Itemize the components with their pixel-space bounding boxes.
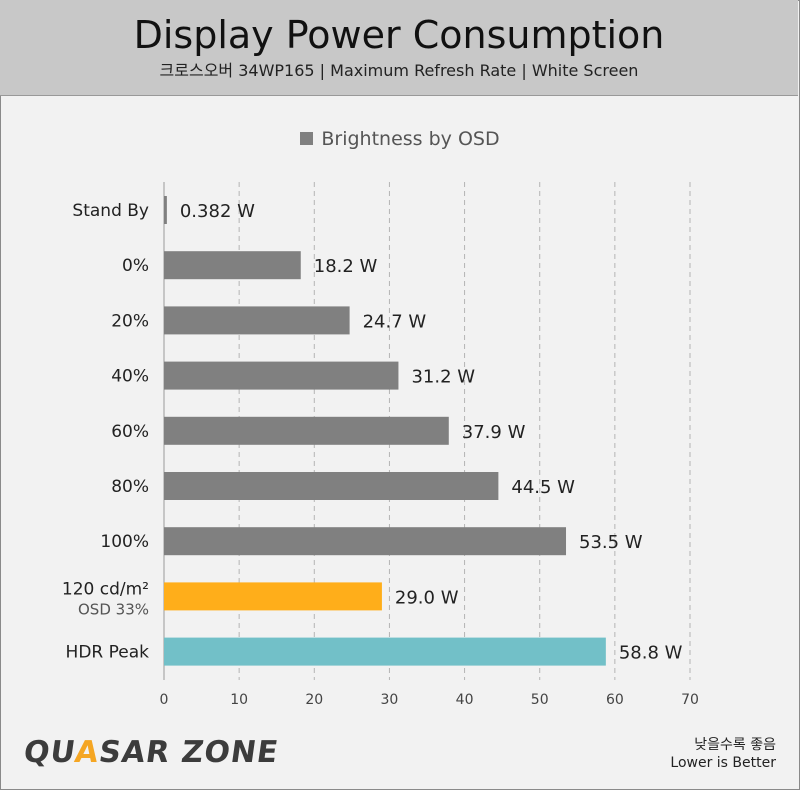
category-label: 80% — [111, 477, 149, 497]
chart-subtitle: 크로스오버 34WP165 | Maximum Refresh Rate | W… — [159, 61, 639, 80]
bar — [164, 472, 499, 500]
x-tick-label: 10 — [230, 692, 248, 708]
category-label: 120 cd/m² — [62, 579, 149, 599]
category-label: 20% — [111, 311, 149, 331]
data-label: 24.7 W — [363, 311, 427, 332]
data-label: 37.9 W — [462, 422, 526, 443]
category-label: 60% — [111, 422, 149, 442]
data-label: 31.2 W — [411, 367, 475, 388]
bar — [164, 416, 449, 445]
quasar-zone-logo: QUASAR ZONE — [21, 735, 281, 770]
bar — [164, 196, 167, 224]
bar — [164, 306, 350, 335]
bar — [164, 527, 567, 556]
footnote-korean: 낮을수록 좋음 — [694, 737, 776, 753]
x-tick-label: 20 — [305, 692, 323, 708]
chart-title: Display Power Consumption — [133, 13, 665, 57]
x-tick-label: 50 — [531, 692, 549, 708]
chart-header: Display Power Consumption 크로스오버 34WP165 … — [0, 0, 798, 96]
category-label: Stand By — [72, 201, 149, 221]
legend-label: Brightness by OSD — [321, 128, 500, 150]
category-label: 100% — [100, 532, 149, 552]
legend-swatch — [300, 132, 314, 145]
x-tick-label: 60 — [606, 692, 624, 708]
bar — [164, 637, 606, 666]
x-tick-label: 70 — [681, 692, 699, 708]
data-label: 58.8 W — [619, 643, 683, 664]
x-tick-label: 40 — [456, 692, 474, 708]
bar — [164, 251, 301, 280]
x-tick-label: 30 — [381, 692, 399, 708]
data-label: 18.2 W — [314, 256, 378, 277]
category-label: 0% — [122, 256, 149, 276]
category-sublabel: OSD 33% — [78, 600, 149, 618]
footnote-english: Lower is Better — [670, 755, 776, 771]
category-label: HDR Peak — [66, 643, 150, 663]
data-label: 29.0 W — [395, 587, 459, 608]
x-tick-label: 0 — [160, 692, 169, 708]
data-label: 44.5 W — [511, 477, 575, 498]
bar — [164, 582, 382, 611]
footnote: 낮을수록 좋음 Lower is Better — [670, 736, 776, 772]
data-label: 53.5 W — [579, 532, 643, 553]
category-label: 40% — [111, 367, 149, 387]
bar — [164, 361, 399, 390]
data-label: 0.382 W — [180, 201, 255, 222]
chart-legend: Brightness by OSD — [0, 127, 800, 151]
